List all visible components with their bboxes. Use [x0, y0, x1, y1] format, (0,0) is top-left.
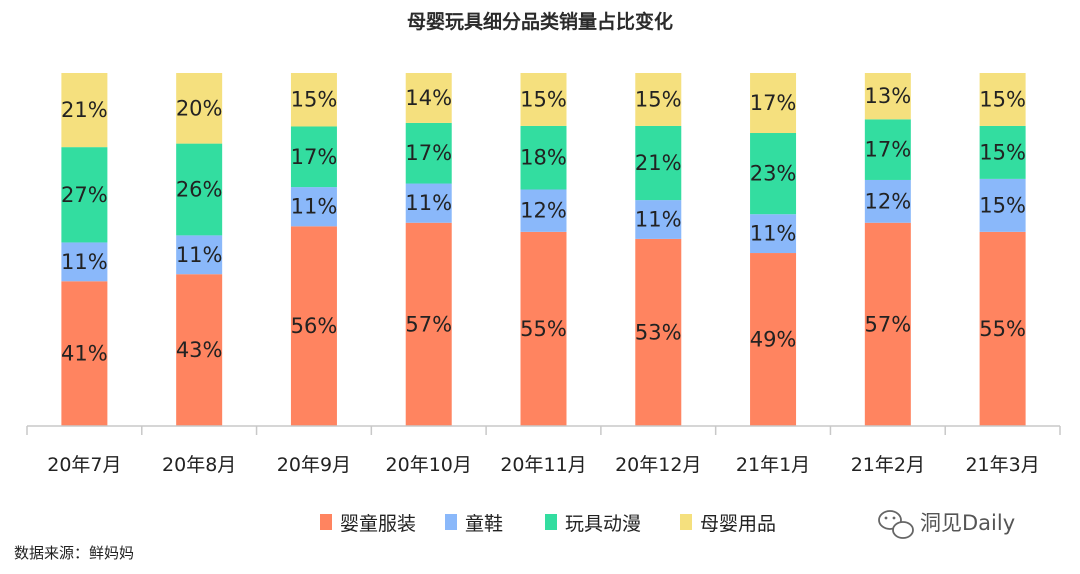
bar-segment-4-3	[405, 122, 452, 184]
bar-segment-4-1	[405, 222, 452, 426]
bar-segment-9-3	[979, 125, 1026, 179]
bar-segment-6-1	[635, 238, 682, 426]
bar-segment-7-2	[750, 214, 797, 254]
bar-segment-6-4	[635, 73, 682, 126]
data-label-8-2: 12%	[864, 189, 911, 213]
bar-segment-2-4	[176, 73, 223, 144]
data-label-3-2: 11%	[291, 195, 338, 219]
data-label-8-1: 57%	[864, 312, 911, 336]
bar-segment-8-4	[864, 73, 911, 120]
legend-swatch-4	[680, 514, 692, 530]
bar-segment-7-4	[750, 73, 797, 134]
data-label-9-4: 15%	[979, 87, 1026, 111]
x-tick-label: 21年3月	[965, 454, 1039, 476]
data-label-3-4: 15%	[291, 88, 338, 112]
brand-label: 洞见Daily	[920, 511, 1015, 535]
data-label-6-3: 21%	[635, 151, 682, 175]
data-label-5-1: 55%	[520, 317, 567, 341]
data-label-6-4: 15%	[635, 87, 682, 111]
x-tick-label: 20年12月	[615, 454, 701, 476]
data-label-1-4: 21%	[61, 98, 108, 122]
bar-segment-2-1	[176, 274, 223, 426]
bar-segment-5-1	[520, 231, 567, 426]
legend-swatch-1	[320, 514, 332, 530]
data-label-9-3: 15%	[979, 140, 1026, 164]
data-label-3-3: 17%	[291, 145, 338, 169]
bar-segment-3-1	[290, 226, 337, 426]
bar-segment-9-4	[979, 73, 1026, 126]
source-note: 数据来源：鲜妈妈	[14, 544, 134, 562]
bar-segment-8-3	[864, 119, 911, 180]
x-tick-label: 20年9月	[277, 454, 351, 476]
bar-segment-5-4	[520, 73, 567, 126]
x-tick-label: 21年2月	[851, 454, 925, 476]
legend-label-1: 婴童服装	[340, 513, 416, 535]
legend-label-2: 童鞋	[465, 513, 503, 535]
bars-layer: 41% 11% 27% 21% 43% 11% 26% 20% 56% 11% 17% 15% 57% 1…	[61, 73, 1026, 426]
data-label-7-1: 49%	[750, 328, 797, 352]
data-label-2-3: 26%	[176, 177, 223, 201]
data-label-2-1: 43%	[176, 338, 223, 362]
data-label-2-4: 20%	[176, 96, 223, 120]
data-label-9-2: 15%	[979, 193, 1026, 217]
data-label-7-3: 23%	[750, 162, 797, 186]
brand-watermark: 洞见Daily	[878, 510, 1015, 539]
data-label-6-2: 11%	[635, 207, 682, 231]
wechat-icon	[878, 510, 914, 539]
bar-segment-3-3	[290, 126, 337, 188]
x-tick-label: 20年10月	[386, 454, 472, 476]
legend-label-3: 玩具动漫	[565, 513, 641, 535]
bar-segment-4-2	[405, 183, 452, 223]
bar-segment-1-1	[61, 281, 108, 426]
bar-segment-3-2	[290, 187, 337, 227]
x-tick-label: 20年7月	[47, 454, 121, 476]
data-label-4-1: 57%	[405, 312, 452, 336]
data-label-4-4: 14%	[405, 86, 452, 110]
bar-segment-5-2	[520, 189, 567, 232]
data-label-5-3: 18%	[520, 146, 567, 170]
bar-segment-8-1	[864, 222, 911, 426]
bar-segment-2-2	[176, 235, 223, 275]
data-label-8-3: 17%	[864, 138, 911, 162]
bar-segment-1-3	[61, 147, 108, 243]
data-label-2-2: 11%	[176, 243, 223, 267]
bar-segment-1-2	[61, 242, 108, 282]
bar-segment-1-4	[61, 73, 108, 148]
bar-segment-9-2	[979, 178, 1026, 232]
bar-segment-8-2	[864, 179, 911, 223]
data-label-9-1: 55%	[979, 317, 1026, 341]
data-label-3-1: 56%	[291, 314, 338, 338]
data-label-5-2: 12%	[520, 199, 567, 223]
data-label-5-4: 15%	[520, 87, 567, 111]
bar-segment-4-4	[405, 73, 452, 123]
data-label-4-3: 17%	[405, 141, 452, 165]
data-label-6-1: 53%	[635, 320, 682, 344]
legend-label-4: 母婴用品	[700, 513, 776, 535]
data-label-4-2: 11%	[405, 191, 452, 215]
bar-segment-3-4	[290, 73, 337, 127]
x-tick-label: 20年8月	[162, 454, 236, 476]
bar-segment-7-1	[750, 253, 797, 426]
data-label-1-3: 27%	[61, 183, 108, 207]
data-label-1-1: 41%	[61, 342, 108, 366]
legend: 婴童服装 童鞋 玩具动漫 母婴用品	[320, 513, 776, 535]
legend-swatch-3	[545, 514, 557, 530]
chart-title: 母婴玩具细分品类销量占比变化	[407, 10, 673, 33]
bar-segment-7-3	[750, 133, 797, 215]
bar-segment-5-3	[520, 125, 567, 190]
x-axis-ticks: 20年7月 20年8月 20年9月 20年10月 20年11月 20年12月 21年1月 21…	[26, 426, 1061, 476]
bar-segment-9-1	[979, 231, 1026, 426]
data-label-8-4: 13%	[864, 84, 911, 108]
x-tick-label: 21年1月	[736, 454, 810, 476]
bar-segment-6-2	[635, 200, 682, 239]
data-label-1-2: 11%	[61, 250, 108, 274]
data-label-7-4: 17%	[750, 91, 797, 115]
bar-segment-2-3	[176, 143, 223, 236]
data-label-7-2: 11%	[750, 222, 797, 246]
bar-segment-6-3	[635, 125, 682, 201]
x-tick-label: 20年11月	[500, 454, 586, 476]
legend-swatch-2	[445, 514, 457, 530]
